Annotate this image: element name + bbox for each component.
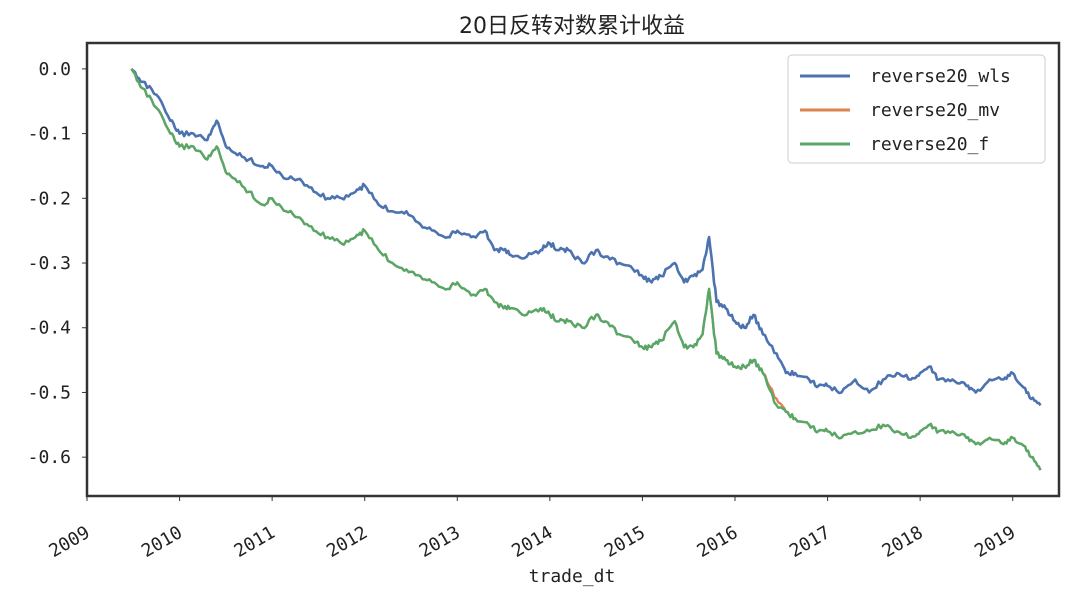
x-tick-label: 2018 xyxy=(879,522,927,562)
legend-label-reverse20_mv: reverse20_mv xyxy=(870,100,1000,121)
x-tick-label: 2016 xyxy=(693,522,741,562)
x-tick-label: 2017 xyxy=(786,522,834,562)
y-tick-label: -0.3 xyxy=(28,253,71,274)
y-tick-label: -0.4 xyxy=(28,318,71,339)
series-line-reverse20_f xyxy=(130,68,1042,471)
x-tick-label: 2013 xyxy=(416,522,464,562)
legend: reverse20_wls reverse20_mv reverse20_f xyxy=(787,54,1046,164)
y-tick-label: 0.0 xyxy=(38,59,71,80)
x-tick-label: 2011 xyxy=(231,522,279,562)
legend-box xyxy=(787,54,1046,164)
x-tick-label: 2015 xyxy=(601,522,649,562)
y-tick-label: -0.5 xyxy=(28,382,71,403)
x-tick-label: 2009 xyxy=(45,522,93,562)
plot-frame xyxy=(85,41,1061,498)
x-tick-label: 2014 xyxy=(508,522,556,562)
x-tick-label: 2019 xyxy=(971,522,1019,562)
x-axis-label: trade_dt xyxy=(529,566,616,587)
chart-title: 20日反转对数累计收益 xyxy=(459,14,685,39)
series-line-reverse20_wls xyxy=(130,67,1042,407)
y-tick-label: -0.6 xyxy=(28,447,71,468)
legend-label-reverse20_wls: reverse20_wls xyxy=(870,66,1011,87)
x-axis: 2009 2010 2011 2012 2013 2014 2015 2016 2017 2018… xyxy=(45,496,1019,562)
series-layer xyxy=(130,67,1042,471)
legend-items: reverse20_wls reverse20_mv reverse20_f xyxy=(800,66,1011,155)
y-axis: 0.0 -0.1 -0.2 -0.3 -0.4 -0.5 -0.6 xyxy=(28,59,87,468)
x-tick-label: 2010 xyxy=(138,522,186,562)
x-tick-label: 2012 xyxy=(323,522,371,562)
y-tick-label: -0.2 xyxy=(28,188,71,209)
legend-label-reverse20_f: reverse20_f xyxy=(870,134,989,155)
y-tick-label: -0.1 xyxy=(28,124,71,145)
